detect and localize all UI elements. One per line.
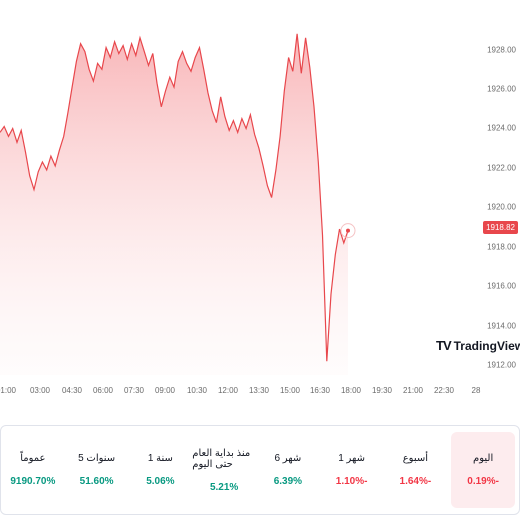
period-label: اليوم [473,453,494,464]
price-line [0,33,349,362]
last-point-marker [346,228,350,233]
last-point-halo [340,223,356,239]
x-tick-label: 15:00 [279,386,301,395]
last-price-badge: 1918.82 [483,221,518,234]
performance-period-button[interactable]: 5 سنوات 51.60% [65,426,129,514]
x-tick-label: 03:00 [29,386,51,395]
performance-period-button[interactable]: اليوم 0.19%- [451,432,515,508]
period-label: 6 شهر [274,453,302,464]
period-change-value: 0.19%- [467,476,499,487]
period-label: أسبوع [402,453,429,464]
y-tick-label: 1926.00 [487,84,516,94]
x-tick-label: 09:00 [154,386,176,395]
y-tick-label: 1912.00 [487,360,516,370]
x-tick-label: 21:00 [402,386,424,395]
performance-period-button[interactable]: 1 شهر 1.10%- [320,426,384,514]
performance-period-button[interactable]: 1 سنة 5.06% [129,426,193,514]
y-tick-label: 1914.00 [487,321,516,331]
x-tick-label: 10:30 [186,386,208,395]
chart-canvas[interactable] [0,0,520,400]
performance-period-button[interactable]: منذ بداية العام حتى اليوم 5.21% [192,426,256,514]
tradingview-logo[interactable]: TV TradingView [436,338,520,353]
performance-period-button[interactable]: عموماً 9190.70% [1,426,65,514]
y-tick-label: 1916.00 [487,281,516,291]
price-area-fill [0,33,348,376]
period-label: عموماً [20,453,46,464]
y-tick-label: 1928.00 [487,45,516,55]
tradingview-mark-icon: TV [436,338,452,353]
y-tick-label: 1920.00 [487,202,516,212]
price-chart[interactable]: 1928.00 1926.00 1924.00 1922.00 1920.00 1918.… [0,0,520,400]
y-tick-label: 1918.00 [487,242,516,252]
period-change-value: 9190.70% [10,476,56,487]
period-label: 1 شهر [338,453,366,464]
performance-period-button[interactable]: 6 شهر 6.39% [256,426,320,514]
x-tick-label: 07:30 [123,386,145,395]
period-change-value: 6.39% [273,476,303,487]
x-tick-label: 04:30 [61,386,83,395]
period-label: 5 سنوات [78,453,116,464]
y-tick-label: 1924.00 [487,123,516,133]
period-change-value: 5.06% [146,476,175,487]
tradingview-wordmark: TradingView [453,338,520,353]
x-tick-label: 01:00 [0,386,17,395]
period-label: 1 سنة [147,453,173,464]
period-change-value: 1.64%- [399,476,432,487]
performance-bar: اليوم 0.19%- أسبوع 1.64%- 1 شهر 1.10%- 6 شهر 6.… [0,425,520,515]
x-tick-label: 16:30 [309,386,331,395]
period-change-value: 1.10%- [335,476,368,487]
x-tick-label: 28 [471,386,481,395]
period-change-value: 51.60% [79,476,114,487]
x-tick-label: 22:30 [433,386,455,395]
x-tick-label: 19:30 [371,386,393,395]
x-tick-label: 18:00 [340,386,362,395]
x-tick-label: 13:30 [248,386,270,395]
y-tick-label: 1922.00 [487,163,516,173]
performance-period-button[interactable]: أسبوع 1.64%- [384,426,448,514]
period-label: منذ بداية العام حتى اليوم [192,447,251,470]
x-tick-label: 06:00 [92,386,114,395]
period-change-value: 5.21% [209,481,239,493]
x-tick-label: 12:00 [217,386,239,395]
